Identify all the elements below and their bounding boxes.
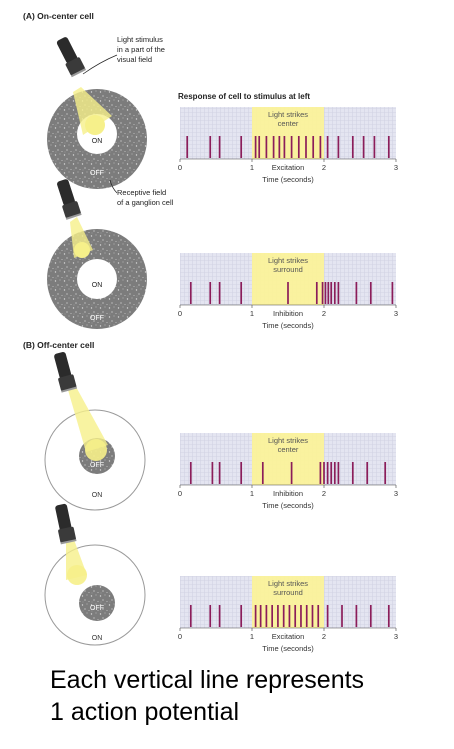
tick-label: 2 [322,309,326,318]
light-stimulus-leader [82,54,118,75]
tick-label: 3 [394,309,398,318]
response-title: Response of cell to stimulus at left [178,92,310,101]
light-stimulus-annotation-2: in a part of the [117,45,165,54]
tick-label: 0 [178,489,182,498]
stimulus-label: Light strikes [268,110,308,119]
panel-a2-receptive-field: ON OFF [47,179,147,329]
tick-label: 1 [250,632,254,641]
on-label: ON [92,138,103,145]
stimulus-label: surround [273,588,303,597]
caption-line-2: 1 action potential [50,698,240,726]
x-axis-label: Time (seconds) [262,175,314,184]
off-label: OFF [90,170,104,177]
light-beam [68,385,108,452]
section-a-title: (A) On-center cell [23,11,94,21]
tick-label: 0 [178,309,182,318]
light-spot [85,439,107,461]
off-label: OFF [90,462,104,469]
result-label: Inhibition [273,309,303,318]
stimulus-highlight [252,107,324,159]
result-label: Excitation [272,632,305,641]
result-label: Excitation [272,163,305,172]
receptive-field-annotation-2: of a ganglion cell [117,198,174,207]
panel-a1-receptive-field: ON OFF [47,37,147,189]
panel-b1-receptive-field: OFF ON [44,352,146,511]
light-stimulus-annotation-1: Light stimulus [117,35,163,44]
on-label: ON [92,282,103,289]
x-axis-label: Time (seconds) [262,501,314,510]
stimulus-label: center [278,119,299,128]
x-axis-label: Time (seconds) [262,321,314,330]
tick-label: 2 [322,489,326,498]
off-label: OFF [90,605,104,612]
stimulus-highlight [252,433,324,485]
light-beam [73,87,112,135]
receptive-field-center [77,259,117,299]
on-label: ON [92,635,103,642]
flashlight-icon [54,352,78,393]
tick-label: 0 [178,163,182,172]
tick-label: 3 [394,632,398,641]
on-label: ON [92,492,103,499]
off-label: OFF [90,315,104,322]
receptive-field-center [79,585,115,621]
light-spot [74,242,90,258]
stimulus-label: center [278,445,299,454]
caption-line-1: Each vertical line represents [50,666,365,694]
light-spot [67,565,87,585]
tick-label: 3 [394,489,398,498]
light-spot [85,115,105,135]
tick-label: 2 [322,163,326,172]
stimulus-label: surround [273,265,303,274]
receptive-field-figure: ON OFF ON OFF OFF ON [44,35,398,653]
tick-label: 1 [250,309,254,318]
tick-label: 2 [322,632,326,641]
result-label: Inhibition [273,489,303,498]
stimulus-label: Light strikes [268,579,308,588]
flashlight-icon [56,37,87,78]
section-b-title: (B) Off-center cell [23,340,95,350]
tick-label: 1 [250,163,254,172]
stimulus-label: Light strikes [268,436,308,445]
receptive-field-annotation-1: Receptive field [117,188,166,197]
x-axis-label: Time (seconds) [262,644,314,653]
flashlight-icon [55,503,77,545]
panel-b2-receptive-field: OFF ON [44,503,146,646]
tick-label: 3 [394,163,398,172]
tick-label: 0 [178,632,182,641]
tick-label: 1 [250,489,254,498]
caption: Each vertical line represents 1 action p… [50,664,364,728]
light-stimulus-annotation-3: visual field [117,55,152,64]
flashlight-icon [57,179,82,220]
receptive-field-leader [109,179,118,194]
stimulus-label: Light strikes [268,256,308,265]
